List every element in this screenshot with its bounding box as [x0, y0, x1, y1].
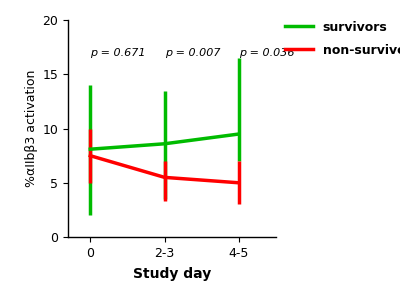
Text: p = 0.007: p = 0.007: [164, 48, 220, 58]
Legend: survivors, non-survivors: survivors, non-survivors: [280, 16, 400, 62]
Text: p = 0.671: p = 0.671: [90, 48, 146, 58]
X-axis label: Study day: Study day: [133, 267, 211, 281]
Y-axis label: %αIIbβ3 activation: %αIIbβ3 activation: [25, 70, 38, 187]
Text: p = 0.036: p = 0.036: [239, 48, 294, 58]
